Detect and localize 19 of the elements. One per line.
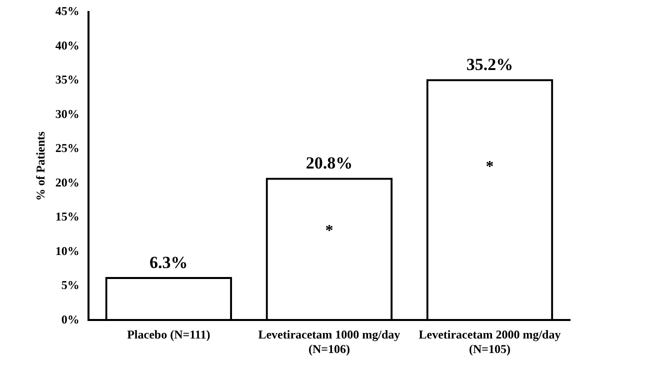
annotation: * xyxy=(486,158,494,176)
y-tick-label: 30% xyxy=(55,106,80,121)
data-label: 35.2% xyxy=(466,55,514,74)
y-tick-label: 0% xyxy=(61,312,80,326)
y-axis-title: % of Patients xyxy=(33,131,48,201)
data-label: 6.3% xyxy=(150,252,188,272)
y-tick-label: 45% xyxy=(55,4,80,18)
y-tick-label: 10% xyxy=(55,244,80,258)
y-tick-label: 15% xyxy=(55,210,80,224)
x-tick-label: Levetiracetam 1000 mg/day (N=106) xyxy=(258,327,400,356)
y-tick-label: 5% xyxy=(61,278,80,292)
annotation: * xyxy=(325,222,334,240)
x-tick-label: Placebo (N=111) xyxy=(127,327,210,342)
y-tick-label: 40% xyxy=(55,38,80,52)
y-tick-label: 35% xyxy=(55,72,80,87)
y-tick-label: 25% xyxy=(55,141,80,156)
x-tick-label: Levetiracetam 2000 mg/day (N=105) xyxy=(418,327,561,356)
y-tick-label: 20% xyxy=(55,175,80,190)
data-label: 20.8% xyxy=(306,154,353,173)
